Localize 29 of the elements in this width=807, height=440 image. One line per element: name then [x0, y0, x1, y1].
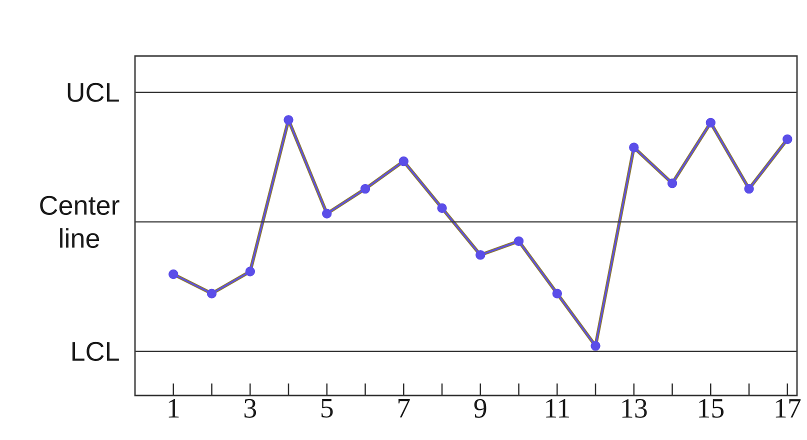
point [245, 266, 255, 276]
x-tick-label: 1 [168, 399, 179, 418]
x-tick-label: 5 [322, 399, 333, 418]
point [360, 184, 370, 194]
point [706, 118, 716, 128]
point [667, 178, 678, 188]
x-tick-label: 17 [776, 399, 801, 418]
point [398, 156, 408, 166]
point [552, 288, 562, 298]
point [322, 208, 332, 218]
point [514, 236, 524, 246]
ref-line-label: LCL [72, 342, 119, 361]
x-tick-label: 7 [398, 399, 410, 418]
ref-line-label: UCL [68, 82, 119, 102]
x-tick-label: 13 [622, 399, 647, 418]
point [284, 115, 294, 125]
ref-line-label: Center line [40, 196, 120, 248]
x-tick-label: 3 [244, 399, 256, 418]
x-tick-label: 15 [699, 399, 724, 418]
x-tick-label: 9 [474, 399, 486, 418]
point [168, 269, 178, 280]
x-tick-label: 11 [546, 399, 569, 418]
point [782, 134, 792, 144]
point [629, 142, 639, 152]
point [437, 203, 447, 213]
point [744, 184, 754, 194]
point [590, 341, 600, 351]
point [206, 288, 217, 298]
point [476, 250, 486, 260]
